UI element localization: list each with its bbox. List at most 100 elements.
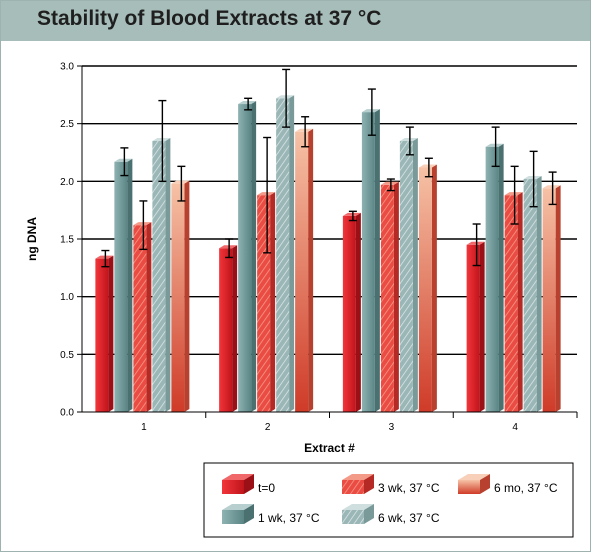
y-tick-label: 0.5 — [60, 350, 74, 361]
legend-swatch-top — [342, 504, 374, 510]
bar-front — [238, 104, 252, 412]
bar-front — [542, 188, 556, 412]
bar-front — [295, 131, 309, 413]
bar-front — [171, 183, 185, 412]
legend-swatch — [222, 510, 244, 524]
y-tick-label: 2.0 — [60, 177, 74, 188]
bar-side — [308, 128, 314, 413]
y-tick-label: 1.5 — [60, 235, 74, 246]
bar — [152, 137, 171, 412]
legend-swatch-top — [222, 504, 254, 510]
bar-front — [418, 167, 432, 412]
bar-top — [152, 137, 171, 141]
legend-swatch — [458, 480, 480, 494]
error-bar — [405, 126, 414, 156]
bar-front — [485, 146, 499, 412]
legend-swatch-side — [364, 504, 374, 524]
bar-top — [219, 245, 238, 249]
bar-front — [523, 179, 537, 412]
bar-front — [114, 161, 128, 412]
bar-front — [380, 184, 394, 412]
bar-side — [412, 137, 418, 412]
x-tick-label: 2 — [265, 422, 271, 433]
bar — [418, 164, 437, 412]
legend-swatch — [342, 510, 364, 524]
legend-swatch-side — [480, 474, 490, 494]
bar-top — [380, 181, 399, 185]
bar-side — [251, 101, 257, 412]
y-tick-label: 0.0 — [60, 408, 74, 419]
error-bar — [177, 165, 186, 202]
bar-side — [479, 241, 485, 412]
bar — [485, 143, 504, 412]
error-bar — [158, 99, 167, 183]
bar — [238, 101, 257, 412]
bar-front — [399, 140, 413, 412]
legend-swatch-top — [222, 474, 254, 480]
legend-item: t=0 — [222, 474, 275, 495]
error-bar — [491, 126, 500, 168]
legend-swatch-top — [458, 474, 490, 480]
legend-swatch — [342, 480, 364, 494]
bar-top — [95, 255, 114, 259]
bar-top — [485, 143, 504, 147]
legend-label: t=0 — [258, 481, 275, 495]
legend-label: 6 wk, 37 °C — [378, 511, 440, 525]
bar-side — [498, 143, 504, 412]
legend-label: 1 wk, 37 °C — [258, 511, 320, 525]
bar — [95, 255, 114, 412]
bar-top — [523, 176, 542, 180]
error-bar — [424, 157, 433, 178]
error-bar — [101, 249, 110, 268]
bar-side — [232, 245, 238, 412]
error-bar — [139, 200, 148, 251]
legend-swatch-side — [364, 474, 374, 494]
title-bar: Stability of Blood Extracts at 37 °C — [1, 1, 590, 41]
bar — [133, 222, 152, 412]
bar-front — [152, 140, 166, 412]
x-axis-label: Extract # — [304, 441, 355, 455]
bar-side — [270, 192, 276, 412]
bar-front — [95, 258, 109, 412]
bar-top — [114, 158, 133, 162]
bar-side — [289, 95, 295, 412]
bar — [399, 137, 418, 412]
bar-top — [418, 164, 437, 168]
bar-front — [466, 244, 480, 412]
legend-item: 3 wk, 37 °C — [342, 474, 440, 495]
bar-side — [127, 158, 133, 412]
error-bar — [263, 136, 272, 254]
x-tick-label: 3 — [389, 422, 395, 433]
bar-front — [361, 112, 375, 412]
bar-top — [257, 192, 276, 196]
bar-front — [342, 215, 356, 412]
bar-top — [399, 137, 418, 141]
bar — [504, 192, 523, 412]
bar — [380, 181, 399, 412]
bar-front — [257, 195, 271, 412]
bar-side — [184, 180, 190, 412]
bar — [295, 128, 314, 413]
bar — [276, 95, 295, 412]
error-bar — [386, 178, 395, 192]
error-bar — [548, 171, 557, 206]
bar-side — [108, 255, 114, 412]
y-tick-label: 3.0 — [60, 62, 74, 73]
legend-label: 3 wk, 37 °C — [378, 481, 440, 495]
bar — [171, 180, 190, 412]
legend-box — [203, 462, 574, 538]
error-bar — [120, 147, 129, 177]
bar — [466, 241, 485, 412]
error-bar — [282, 68, 291, 128]
bar-side — [146, 222, 152, 412]
error-bar — [301, 116, 310, 148]
bar-front — [504, 195, 518, 412]
error-bar — [244, 97, 253, 111]
bar-side — [165, 137, 171, 412]
y-axis-label: ng DNA — [25, 217, 39, 261]
bar — [361, 109, 380, 412]
bar-top — [466, 241, 485, 245]
y-tick-label: 1.0 — [60, 292, 74, 303]
error-bar — [367, 88, 376, 136]
